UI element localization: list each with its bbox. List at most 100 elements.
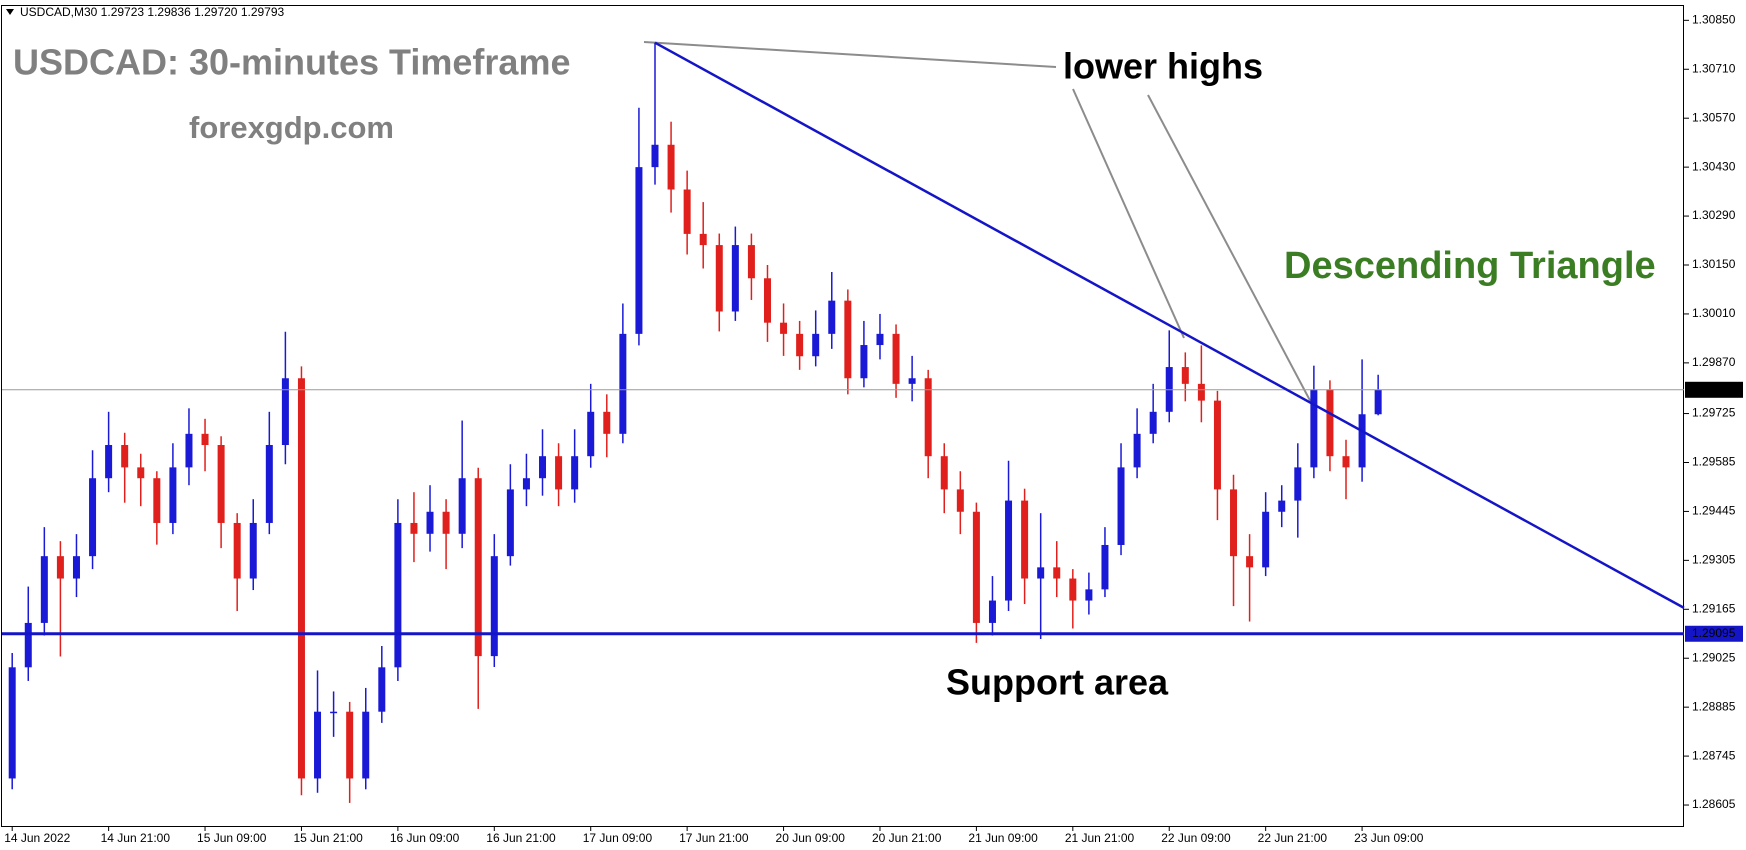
y-tick-label: 1.28745 [1692, 748, 1736, 762]
candle-body [1197, 383, 1205, 401]
candle-body [988, 600, 996, 623]
candle-body [780, 322, 788, 334]
candle-body [458, 478, 466, 534]
candle-body [747, 245, 755, 279]
candle-body [249, 522, 257, 579]
candle-body [56, 556, 64, 579]
candle-body [860, 345, 868, 379]
candle-body [683, 189, 691, 234]
x-tick-label: 14 Jun 21:00 [101, 831, 171, 845]
candle-body [426, 511, 434, 534]
y-tick-label: 1.29585 [1692, 455, 1736, 469]
header-quote: USDCAD,M30 1.29723 1.29836 1.29720 1.297… [20, 5, 285, 19]
candle-body [1246, 556, 1254, 568]
y-tick-label: 1.30710 [1692, 61, 1736, 75]
candle-body [1230, 489, 1238, 557]
candle-body [40, 556, 48, 623]
x-tick-label: 17 Jun 21:00 [679, 831, 749, 845]
y-tick-label: 1.30430 [1692, 159, 1736, 173]
candle-body [1021, 500, 1029, 579]
candle-body [763, 278, 771, 323]
candle-body [539, 456, 547, 479]
candle-body [619, 333, 627, 434]
x-tick-label: 17 Jun 09:00 [583, 831, 653, 845]
candle-body [1278, 500, 1286, 512]
x-tick-label: 20 Jun 21:00 [872, 831, 942, 845]
x-tick-label: 15 Jun 21:00 [293, 831, 363, 845]
candle-body [346, 711, 354, 779]
candle-body [362, 711, 370, 779]
candle-body [796, 333, 804, 357]
chart-subtitle: forexgdp.com [189, 110, 394, 145]
candle-body [185, 433, 193, 468]
candle-body [1117, 467, 1125, 545]
x-tick-label: 15 Jun 09:00 [197, 831, 267, 845]
x-tick-label: 23 Jun 09:00 [1354, 831, 1424, 845]
candle-body [297, 378, 305, 779]
candle-body [410, 522, 418, 534]
x-tick-label: 16 Jun 09:00 [390, 831, 460, 845]
y-tick-label: 1.30290 [1692, 208, 1736, 222]
candle-body [330, 711, 338, 714]
candle-body [1053, 567, 1061, 579]
candle-body [635, 167, 643, 334]
y-tick-label: 1.28605 [1692, 797, 1736, 811]
y-tick-label: 1.30850 [1692, 13, 1736, 27]
candle-body [1149, 411, 1157, 434]
candle-body [474, 478, 482, 657]
candle-body [940, 456, 948, 490]
candle-body [956, 489, 964, 512]
candle-body [1133, 433, 1141, 468]
candle-body [1342, 456, 1350, 468]
current-price-tag [1685, 381, 1743, 398]
symbol-menu-icon[interactable] [6, 9, 14, 15]
candle-body [137, 467, 145, 479]
candle-body [1326, 389, 1334, 457]
candle-body [72, 556, 80, 579]
chart-title: USDCAD: 30-minutes Timeframe [13, 42, 570, 83]
candle-body [153, 478, 161, 523]
candle-body [281, 378, 289, 446]
y-tick-label: 1.29870 [1692, 355, 1736, 369]
x-tick-label: 14 Jun 2022 [4, 831, 70, 845]
candle-body [1037, 567, 1045, 579]
x-tick-label: 20 Jun 09:00 [776, 831, 846, 845]
candle-body [844, 300, 852, 379]
candle-body [1262, 511, 1270, 568]
candle-body [265, 445, 273, 523]
candle-body [506, 489, 514, 557]
x-tick-label: 21 Jun 09:00 [968, 831, 1038, 845]
candle-body [378, 667, 386, 712]
candle-body [442, 511, 450, 534]
candle-body [972, 511, 980, 623]
candle-body [121, 445, 129, 468]
y-tick-label: 1.28885 [1692, 699, 1736, 713]
candle-body [651, 144, 659, 168]
x-tick-label: 22 Jun 09:00 [1161, 831, 1231, 845]
candle-body [1213, 400, 1221, 490]
candle-body [1069, 578, 1077, 601]
candle-body [201, 433, 209, 446]
candle-body [699, 233, 707, 246]
candle-body [876, 333, 884, 346]
current-price-label: 1.29793 [1692, 382, 1736, 396]
candle-body [105, 445, 113, 479]
support-label: 1.29095 [1692, 626, 1736, 640]
candle-body [603, 411, 611, 434]
candle-body [24, 622, 32, 668]
candle-body [233, 522, 241, 579]
candle-body [217, 445, 225, 523]
annotation-support: Support area [946, 662, 1169, 703]
candle-body [1294, 467, 1302, 501]
trendline [654, 41, 1685, 609]
candle-body [908, 378, 916, 384]
y-tick-label: 1.30570 [1692, 110, 1736, 124]
annotation-lower-highs: lower highs [1063, 46, 1263, 87]
candle-body [1374, 389, 1382, 415]
candle-body [1358, 414, 1366, 468]
candle-body [394, 522, 402, 668]
candle-body [1101, 544, 1109, 590]
candle-body [1310, 389, 1318, 468]
pointer-line [1147, 94, 1315, 409]
